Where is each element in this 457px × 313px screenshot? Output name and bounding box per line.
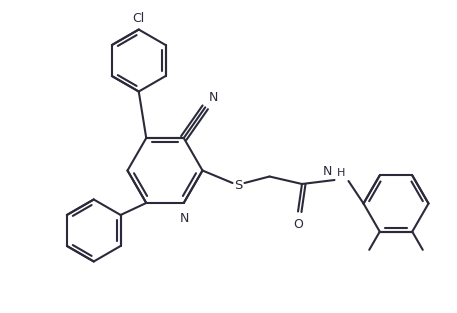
- Text: N: N: [209, 91, 218, 104]
- Text: S: S: [234, 179, 243, 192]
- Text: H: H: [336, 168, 345, 178]
- Text: O: O: [293, 218, 303, 230]
- Text: N: N: [323, 165, 333, 178]
- Text: N: N: [180, 212, 190, 225]
- Text: Cl: Cl: [133, 12, 145, 24]
